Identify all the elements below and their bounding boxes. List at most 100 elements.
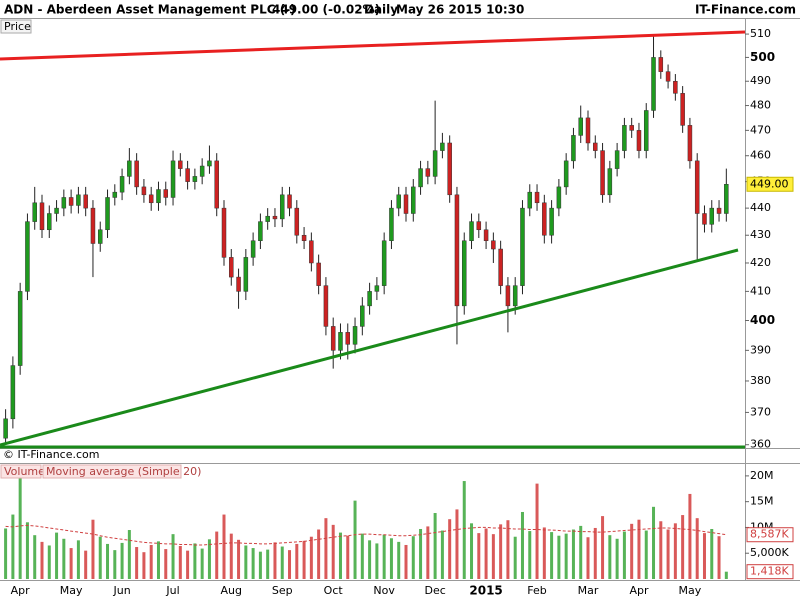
- candle-body: [32, 202, 37, 222]
- candle-body: [614, 150, 620, 169]
- candle-body: [651, 57, 656, 111]
- y-tick-label: 360: [750, 438, 771, 451]
- current-value-box: [746, 527, 794, 543]
- legend-label: Volume: [4, 465, 45, 478]
- trend-line: [0, 248, 739, 447]
- candle-body: [563, 160, 569, 188]
- volume-bar: [215, 531, 219, 579]
- volume-bar: [666, 529, 670, 579]
- volume-bar: [113, 550, 117, 579]
- candle-body: [265, 215, 270, 222]
- candle-body: [454, 194, 460, 307]
- candle-body: [10, 365, 16, 420]
- x-tick-label: Jun: [112, 584, 130, 597]
- candle-body: [61, 197, 67, 209]
- x-tick-label: Nov: [373, 584, 395, 597]
- header-source: IT-Finance.com: [695, 3, 796, 17]
- candle-body: [425, 168, 431, 177]
- volume-bar: [360, 533, 364, 579]
- volume-bar: [156, 541, 160, 579]
- volume-bar: [91, 519, 95, 579]
- trend-line: [0, 30, 746, 61]
- y-tick-label: 15M: [750, 495, 774, 508]
- candle-body: [214, 160, 219, 209]
- x-tick-label: May: [60, 584, 83, 597]
- volume-bar: [608, 535, 612, 579]
- volume-bar: [542, 527, 546, 579]
- volume-bar: [62, 538, 66, 579]
- candle-body: [294, 207, 300, 236]
- volume-bar: [149, 544, 153, 579]
- y-tick-label: 380: [750, 374, 771, 387]
- candle-body: [170, 160, 176, 198]
- y-tick-label: 390: [750, 343, 771, 356]
- candle-body: [505, 285, 511, 307]
- candle-body: [709, 207, 715, 225]
- candle-body: [658, 57, 664, 72]
- volume-bar: [477, 533, 481, 579]
- candle-body: [622, 125, 627, 151]
- candle-body: [498, 248, 503, 286]
- candle-body: [287, 194, 292, 209]
- candle-body: [593, 142, 598, 151]
- volume-bar: [389, 538, 393, 579]
- legend-label: Moving average (Simple 20): [46, 465, 201, 478]
- x-tick-label: Mar: [578, 584, 599, 597]
- y-tick-label: 460: [750, 149, 771, 162]
- y-tick-label: 20M: [750, 469, 774, 482]
- x-tick-label: Apr: [11, 584, 31, 597]
- volume-bar: [630, 523, 634, 579]
- x-tick-label: Apr: [629, 584, 649, 597]
- volume-bar: [69, 548, 73, 579]
- candle-body: [512, 285, 518, 307]
- volume-bar: [106, 543, 110, 579]
- candle-body: [185, 168, 190, 182]
- y-tick-label: 410: [750, 284, 771, 297]
- volume-bar: [55, 532, 59, 579]
- candle-body: [520, 207, 525, 286]
- volume-bar: [673, 523, 677, 579]
- candle-body: [316, 262, 321, 286]
- x-tick-label: 2015: [469, 584, 502, 598]
- candle-body: [403, 194, 409, 214]
- y-tick-label: 500: [750, 50, 775, 64]
- candle-body: [68, 197, 74, 206]
- volume-bar: [404, 544, 408, 579]
- volume-bar: [448, 519, 452, 579]
- volume-bar: [601, 516, 605, 579]
- volume-bar: [528, 531, 532, 579]
- header-title: ADN - Aberdeen Asset Management PLC (-): [4, 3, 296, 17]
- volume-bar: [499, 524, 503, 579]
- x-tick-label: Jul: [165, 584, 179, 597]
- candle-body: [665, 71, 671, 82]
- candle-body: [3, 418, 8, 439]
- volume-bar: [426, 526, 430, 579]
- candle-body: [236, 276, 241, 292]
- candle-body: [396, 194, 401, 209]
- legend-box: [42, 464, 182, 479]
- candle-body: [534, 191, 540, 204]
- candle-body: [418, 168, 423, 188]
- candle-body: [97, 229, 103, 244]
- candle-body: [702, 213, 707, 225]
- volume-bar: [127, 530, 131, 579]
- y-tick-label: 400: [750, 313, 775, 327]
- volume-bar: [622, 531, 626, 579]
- candle-body: [673, 80, 678, 94]
- candle-body: [90, 207, 96, 244]
- volume-bar: [724, 571, 728, 579]
- candle-body: [389, 207, 394, 241]
- volume-bar: [470, 523, 474, 579]
- volume-bar: [244, 545, 248, 579]
- volume-bar: [440, 530, 444, 579]
- volume-bar: [33, 535, 37, 579]
- candle-body: [119, 176, 125, 193]
- candle-body: [629, 125, 634, 131]
- panel-label: Price: [4, 20, 31, 33]
- volume-bar: [637, 519, 641, 579]
- candle-body: [243, 257, 249, 292]
- candle-body: [374, 285, 380, 292]
- volume-bar: [280, 546, 284, 579]
- current-value-label: 8,587K: [750, 528, 789, 541]
